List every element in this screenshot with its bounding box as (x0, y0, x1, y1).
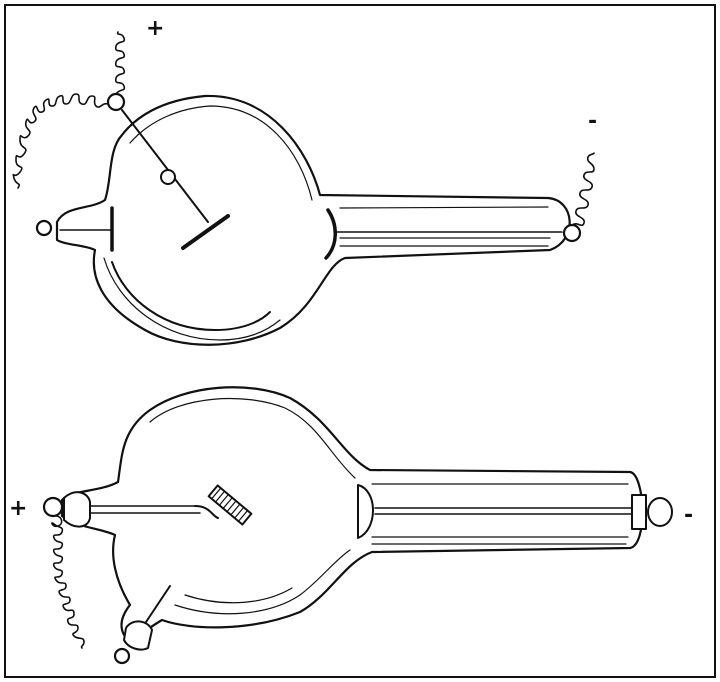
lower-bulb-glass (60, 386, 644, 642)
upper-coil-left-lead (12, 93, 109, 189)
upper-left-terminal (35, 219, 53, 237)
upper-tube (12, 31, 595, 346)
lower-cathode-cap (631, 494, 647, 530)
upper-neck-line (339, 206, 549, 209)
lower-aux-cap (123, 620, 153, 651)
lower-bulb-inner-line (149, 397, 356, 479)
lower-aux-electrode (141, 585, 171, 629)
upper-bulb-glass (55, 94, 571, 346)
upper-coil-right-lead (571, 152, 595, 227)
lower-anode-cap (63, 491, 91, 528)
figure-frame (4, 4, 716, 678)
upper-right-terminal (562, 223, 582, 243)
lower-cathode-disc (357, 484, 374, 539)
lower-tube (42, 386, 673, 665)
lower-anticathode-plate (207, 484, 253, 526)
lower-right-polarity-label: - (684, 503, 693, 528)
lower-cathode-knob (647, 497, 673, 527)
upper-rod-joint (160, 169, 176, 185)
lower-left-polarity-label: + (9, 496, 27, 521)
upper-right-polarity-label: - (588, 109, 597, 134)
upper-coil-top-lead (114, 31, 126, 95)
upper-bulb-inner-arc-2 (103, 257, 281, 341)
lower-anode-hook (194, 505, 219, 519)
lower-coil-lead (51, 515, 85, 649)
upper-bulb-inner-line (129, 105, 313, 201)
upper-bulb-inner-arc (111, 261, 271, 331)
lower-bottom-terminal (113, 647, 131, 665)
upper-top-polarity-label: + (146, 16, 164, 41)
upper-top-terminal (106, 92, 126, 112)
upper-anticathode-rod (121, 109, 209, 223)
lower-bulb-inner-arc (174, 549, 351, 615)
lower-anticathode-hatching (211, 487, 249, 522)
upper-anticathode-plate (181, 214, 230, 250)
lower-left-terminal (42, 496, 64, 518)
lower-bulb-inner-arc-2 (184, 587, 293, 604)
upper-cathode-disc (324, 208, 337, 260)
